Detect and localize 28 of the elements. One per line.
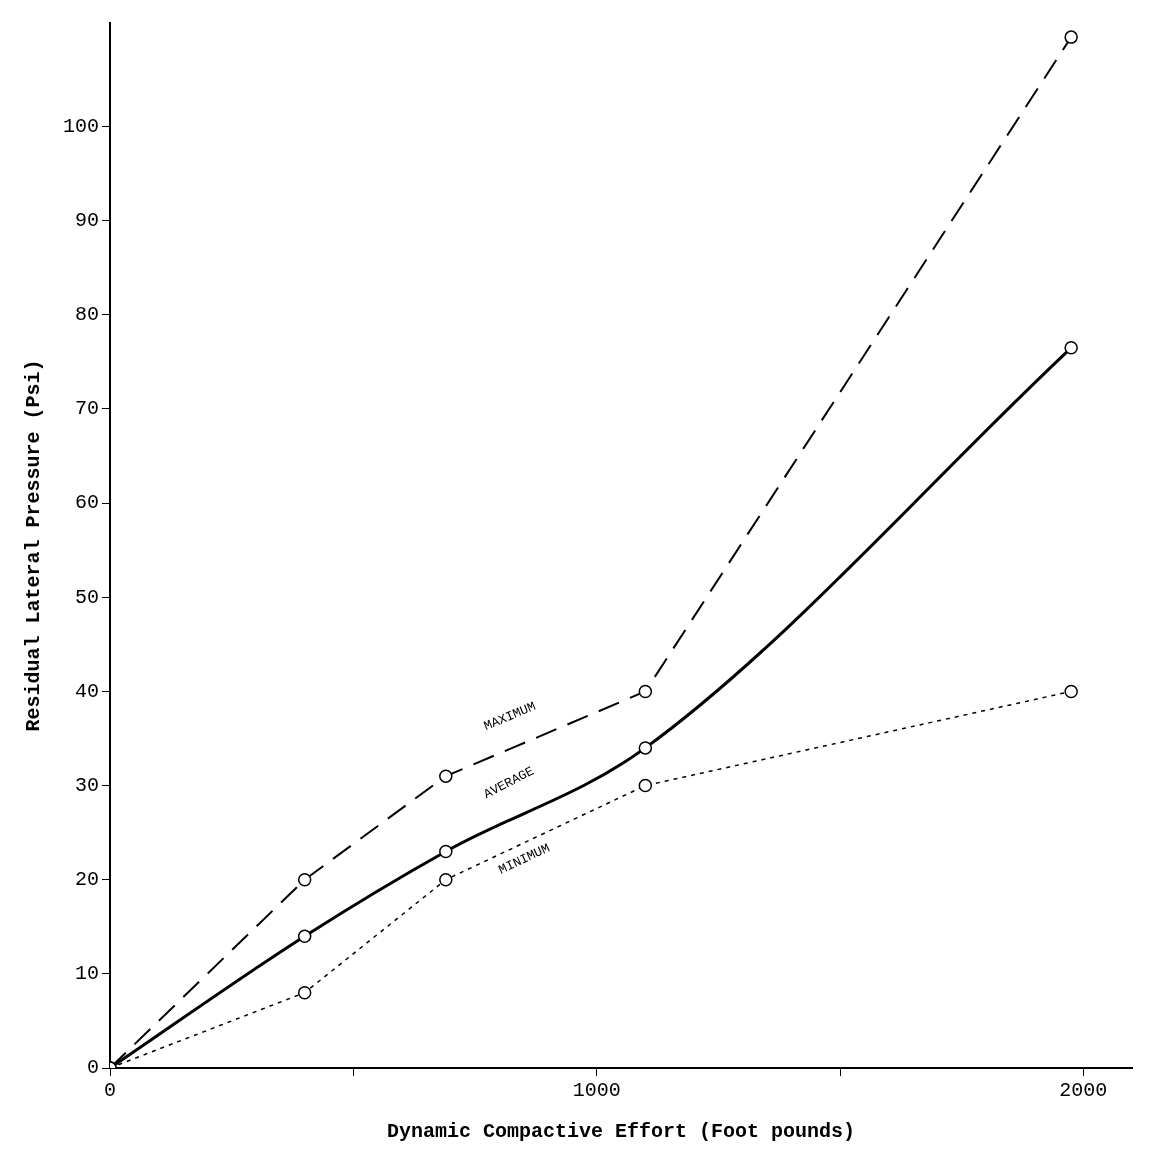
x-tick-label: 1000 <box>572 1079 621 1103</box>
x-tick-label: 2000 <box>1059 1079 1108 1103</box>
y-tick-label: 80 <box>74 303 100 327</box>
point <box>638 741 653 755</box>
y-tick-label: 50 <box>74 585 100 609</box>
point <box>1064 341 1078 355</box>
y-tick-label: 100 <box>62 114 100 138</box>
y-tick-label: 10 <box>74 962 100 986</box>
point <box>1064 30 1078 44</box>
y-tick-label: 70 <box>74 397 100 421</box>
point <box>439 844 453 859</box>
point <box>297 929 312 943</box>
point <box>638 778 653 793</box>
x-axis-title: Dynamic Compactive Effort (Foot pounds) <box>386 1120 856 1144</box>
point <box>439 769 453 783</box>
y-tick-label: 30 <box>74 773 100 797</box>
point <box>439 872 453 887</box>
point <box>297 985 312 1000</box>
point <box>638 684 653 699</box>
y-tick-label: 60 <box>74 491 100 515</box>
y-tick-label: 0 <box>86 1056 100 1080</box>
y-tick-label: 90 <box>74 209 100 232</box>
point <box>297 872 312 887</box>
y-axis-title: Residual Lateral Pressure (Psi) <box>22 359 46 732</box>
y-tick-label: 20 <box>74 868 100 892</box>
x-tick-label: 0 <box>104 1079 117 1103</box>
y-tick-label: 40 <box>74 679 100 703</box>
point <box>1064 684 1078 699</box>
